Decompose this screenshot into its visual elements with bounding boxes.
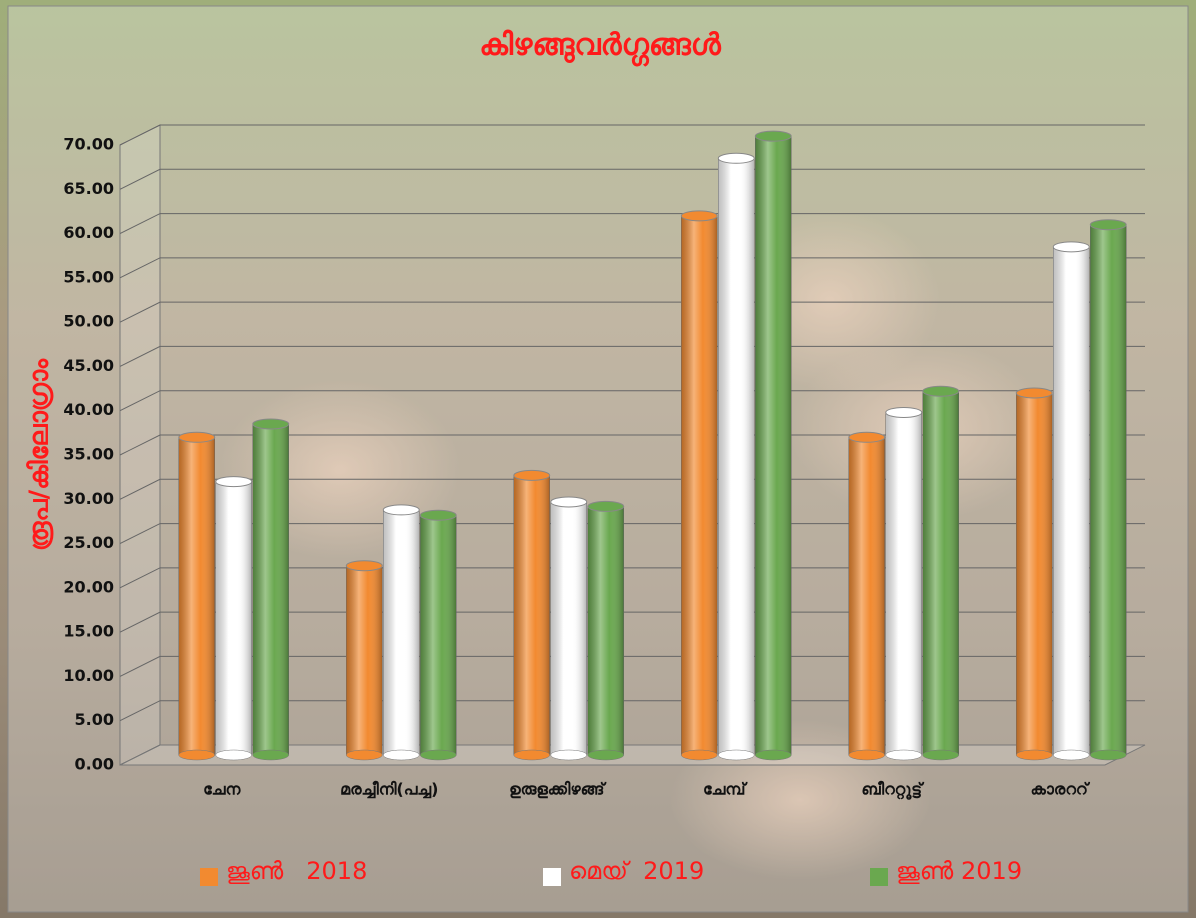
y-tick-label: 15.00 — [63, 622, 114, 641]
bar-base — [1090, 749, 1127, 761]
bar-top — [885, 406, 923, 418]
x-tick-label: മരച്ചീനി(പച്ച) — [340, 780, 438, 799]
bar-top — [754, 130, 792, 142]
bar-base — [215, 749, 252, 761]
y-axis-label: രൂപ/കിലോഗ്രാം — [25, 358, 55, 551]
bar-shade — [215, 481, 252, 755]
x-tick-label: ചേന — [203, 780, 241, 799]
bar-top — [382, 504, 420, 516]
y-tick-label: 65.00 — [63, 179, 114, 198]
y-tick-label: 20.00 — [63, 577, 114, 596]
grid-line — [119, 124, 1145, 146]
y-tick-label: 40.00 — [63, 400, 114, 419]
bar-top — [587, 500, 625, 512]
legend-swatch — [200, 868, 218, 886]
bar-shade — [1090, 224, 1127, 755]
legend-label: ജൂൺ 2019 — [896, 857, 1022, 885]
bar-shade — [885, 412, 922, 755]
grid-line — [119, 390, 1145, 412]
grid-line — [119, 257, 1145, 279]
grid-line — [119, 567, 1145, 589]
bar-top — [513, 469, 551, 481]
y-tick-label: 10.00 — [63, 666, 114, 685]
grid-line — [119, 523, 1145, 545]
bar-base — [550, 749, 587, 761]
grid-line — [119, 478, 1145, 500]
grid-line — [119, 655, 1145, 677]
bar-shade — [848, 437, 885, 755]
legend-label: ജൂൺ 2018 — [226, 857, 367, 885]
bar-shade — [513, 475, 550, 755]
bar-shade — [550, 501, 587, 755]
bar-base — [252, 749, 289, 761]
bar-base — [922, 749, 959, 761]
grid-line — [119, 611, 1145, 633]
grid-line — [119, 168, 1145, 190]
bar-shade — [718, 158, 755, 756]
legend-swatch — [543, 868, 561, 886]
bar-shade — [587, 506, 624, 755]
x-tick-label: ബീററ്റൂട്ട് — [861, 780, 924, 801]
bar-shade — [922, 391, 959, 755]
y-tick-label: 70.00 — [63, 135, 114, 154]
bar-shade — [1053, 246, 1090, 755]
y-tick-label: 35.00 — [63, 445, 114, 464]
bar-top — [680, 210, 718, 222]
bar-shade — [420, 515, 457, 755]
bar-top — [1089, 219, 1127, 231]
bar-top — [1015, 387, 1053, 399]
x-tick-label: ചേമ്പ് — [703, 780, 748, 799]
legend-label: മെയ് 2019 — [569, 857, 704, 885]
y-tick-label: 30.00 — [63, 489, 114, 508]
grid-line — [119, 301, 1145, 323]
bar-top — [1052, 241, 1090, 253]
grid-line — [119, 700, 1145, 722]
bar-base — [681, 749, 718, 761]
bar-top — [215, 476, 253, 488]
bar-base — [1016, 749, 1053, 761]
bar-shade — [346, 565, 383, 755]
bar-base — [755, 749, 792, 761]
bar-top — [848, 431, 886, 443]
bar-top — [922, 385, 960, 397]
chart-title: കിഴങ്ങുവർഗ്ഗങ്ങൾ — [479, 28, 721, 68]
grid-line — [119, 434, 1145, 456]
bar-base — [885, 749, 922, 761]
bar-base — [513, 749, 550, 761]
y-tick-label: 60.00 — [63, 223, 114, 242]
bar-top — [419, 509, 457, 521]
y-tick-label: 45.00 — [63, 356, 114, 375]
grid-line — [119, 213, 1145, 235]
y-tick-label: 5.00 — [75, 710, 114, 729]
bar-top — [178, 431, 216, 443]
bar-top — [550, 496, 588, 508]
y-tick-label: 55.00 — [63, 267, 114, 286]
bar-base — [587, 749, 624, 761]
bar-base — [383, 749, 420, 761]
bar-top — [717, 152, 755, 164]
bar-shade — [1016, 393, 1053, 755]
bar-top — [345, 560, 383, 572]
bar-top — [252, 418, 290, 430]
y-tick-label: 0.00 — [75, 755, 114, 774]
bar-base — [848, 749, 885, 761]
bar-base — [718, 749, 755, 761]
bar-shade — [755, 136, 792, 756]
grid-line — [119, 345, 1145, 367]
y-tick-label: 25.00 — [63, 533, 114, 552]
bar-shade — [383, 509, 420, 755]
bar-shade — [178, 437, 215, 755]
y-tick-label: 50.00 — [63, 312, 114, 331]
bar-shade — [681, 215, 718, 755]
bar-base — [1053, 749, 1090, 761]
x-tick-label: ഉരുളക്കിഴങ്ങ് — [509, 780, 607, 799]
x-tick-label: കാരററ് — [1031, 780, 1091, 799]
bar-base — [178, 749, 215, 761]
bar-shade — [252, 424, 289, 755]
bar-base — [420, 749, 457, 761]
legend-swatch — [870, 868, 888, 886]
bar-base — [346, 749, 383, 761]
